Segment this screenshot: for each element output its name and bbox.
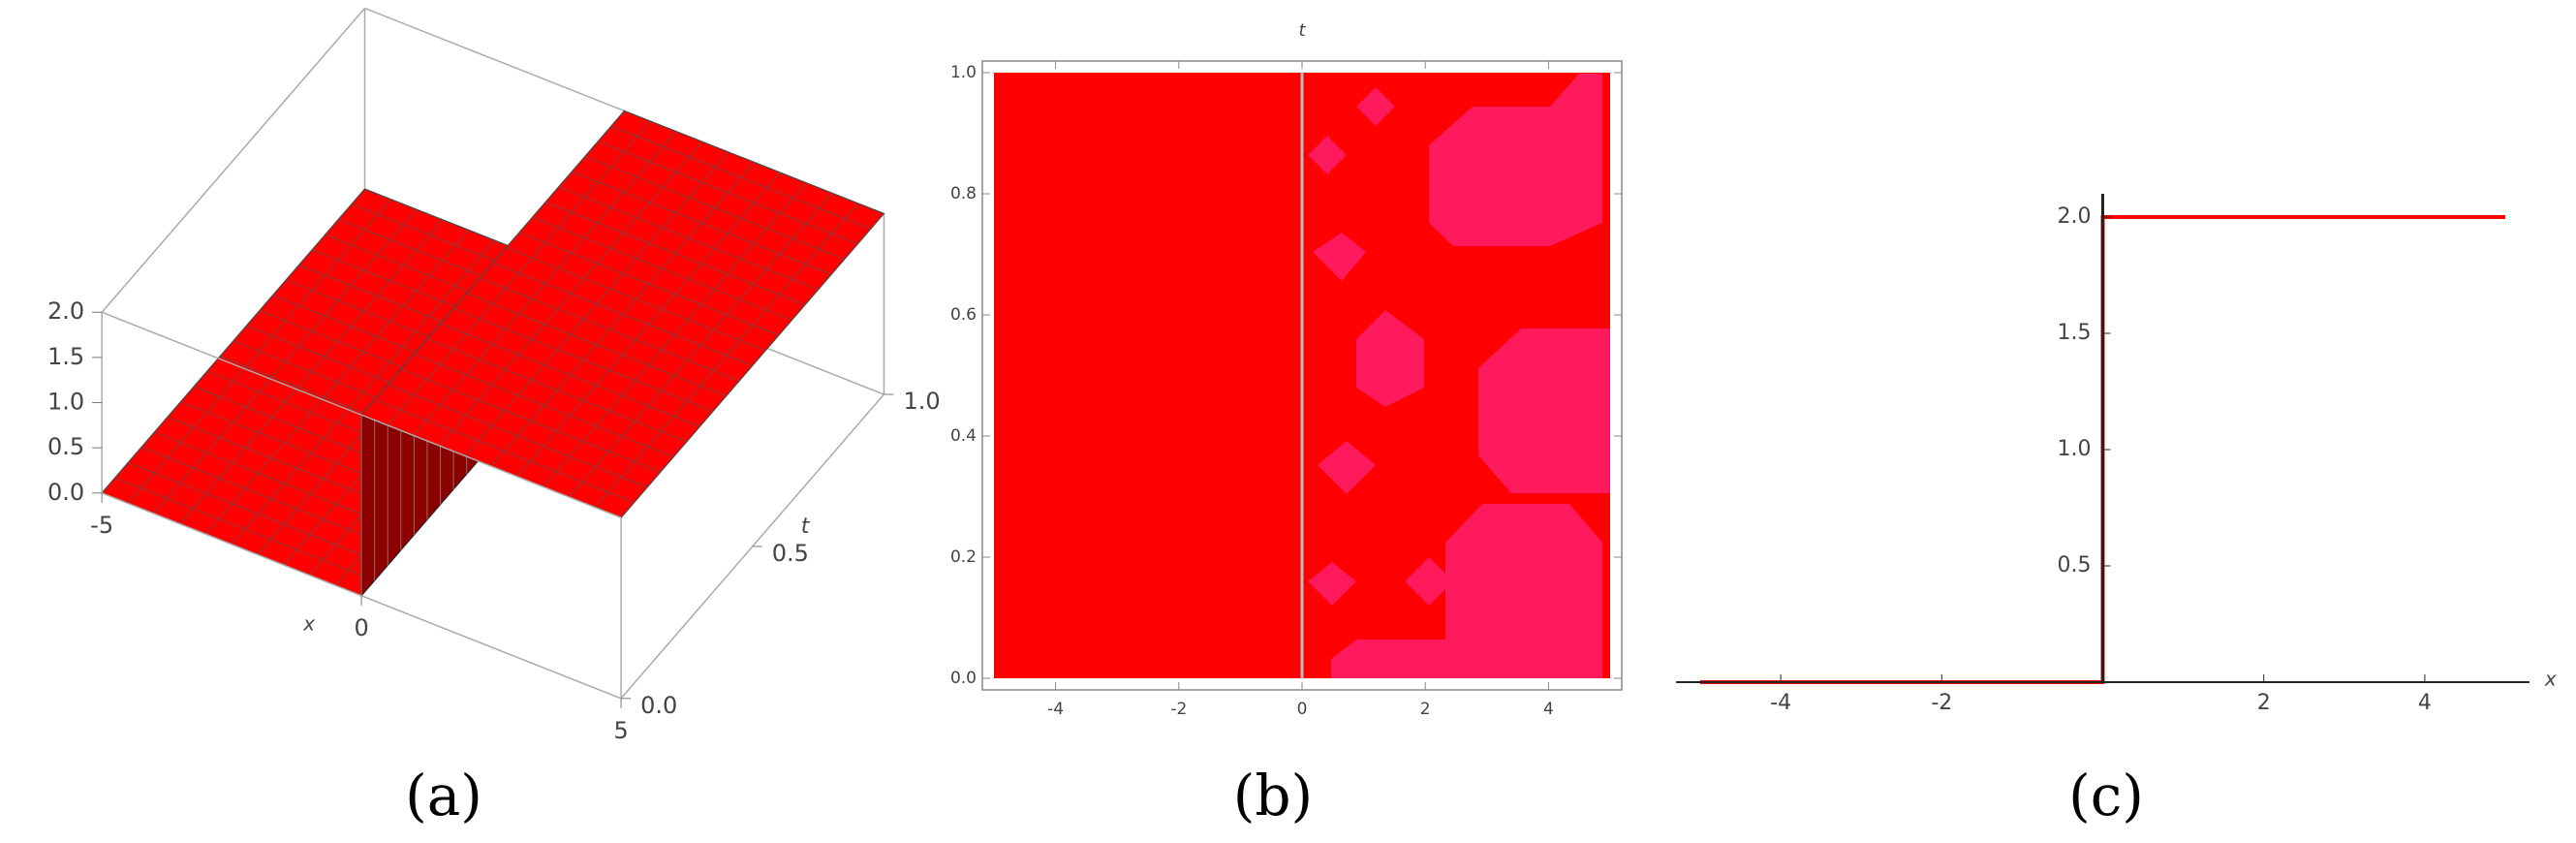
- y-tick-label: 1.0: [903, 388, 940, 415]
- y-axis-label: t: [1298, 20, 1306, 41]
- noise-patch: [1356, 87, 1395, 126]
- y-tick-label: 1.0: [2058, 437, 2092, 461]
- y-tick-label: 0.0: [950, 669, 977, 688]
- y-tick-label: 0.4: [950, 426, 977, 446]
- z-tick-label: 0.0: [47, 479, 84, 506]
- mesh-line: [569, 192, 833, 498]
- x-tick-label: -2: [1931, 691, 1952, 715]
- x-tick-label: 0: [1297, 700, 1308, 719]
- x-tick-label: -2: [1170, 700, 1187, 719]
- caption: (b): [1233, 763, 1313, 828]
- y-tick-label: 0.8: [950, 184, 977, 203]
- noise-patch: [1405, 557, 1453, 606]
- noise-patch: [1429, 74, 1602, 246]
- x-tick-label: 4: [2418, 691, 2432, 715]
- y-tick-label: 2.0: [2058, 204, 2092, 229]
- mesh-line: [464, 151, 729, 456]
- mesh-line: [594, 203, 859, 508]
- y-tick-label: 0.6: [950, 305, 977, 325]
- mesh-line: [413, 131, 677, 436]
- y-tick-label: 1.0: [950, 63, 977, 82]
- x-tick-label: 4: [1543, 700, 1554, 719]
- x-tick-label: 5: [613, 717, 628, 744]
- noise-patch: [1313, 233, 1366, 281]
- box-edge: [101, 311, 622, 518]
- x-axis-label: x: [2544, 668, 2557, 691]
- mesh-line: [101, 188, 365, 494]
- mesh-line: [543, 182, 807, 487]
- x-tick-label: -4: [1770, 691, 1791, 715]
- noise-patch: [1318, 441, 1376, 494]
- mesh-line: [204, 230, 470, 535]
- noise-patch: [1308, 562, 1356, 606]
- x-tick-label: -5: [90, 512, 113, 539]
- x-tick-label: -4: [1047, 700, 1064, 719]
- z-tick-label: 1.0: [47, 389, 84, 416]
- y-axis-label: t: [801, 515, 811, 539]
- mesh-line: [153, 208, 418, 515]
- noise-patch: [1308, 136, 1347, 174]
- mesh-line: [516, 172, 781, 478]
- mesh-line: [231, 239, 495, 546]
- noise-patch: [1356, 310, 1424, 407]
- mesh-line: [490, 162, 755, 467]
- x-tick-label: 2: [2257, 691, 2271, 715]
- noise-patch: [1478, 328, 1610, 493]
- mesh-line: [439, 140, 703, 447]
- mesh-line: [620, 213, 885, 518]
- noise-patch: [1331, 640, 1478, 678]
- y-tick-label: 0.5: [2058, 553, 2092, 578]
- mesh-line: [360, 110, 625, 416]
- mesh-line: [179, 219, 444, 524]
- x-tick-label: 0: [354, 614, 368, 641]
- x-axis-label: x: [302, 611, 315, 635]
- y-tick-label: 0.0: [640, 692, 677, 719]
- y-tick-label: 1.5: [2058, 321, 2092, 345]
- z-tick-label: 1.5: [47, 343, 84, 370]
- caption: (a): [405, 763, 482, 828]
- mesh-line: [387, 120, 651, 426]
- box-edge: [101, 7, 366, 313]
- x-tick-label: 2: [1420, 700, 1431, 719]
- y-tick-label: 0.5: [772, 540, 809, 567]
- noise-patches: [1308, 74, 1610, 678]
- y-tick-label: 0.2: [950, 547, 977, 567]
- mesh-line: [127, 199, 391, 504]
- z-tick-label: 0.5: [47, 433, 84, 460]
- noise-patch: [1445, 504, 1602, 678]
- z-tick-label: 2.0: [47, 297, 84, 325]
- caption: (c): [2068, 763, 2144, 828]
